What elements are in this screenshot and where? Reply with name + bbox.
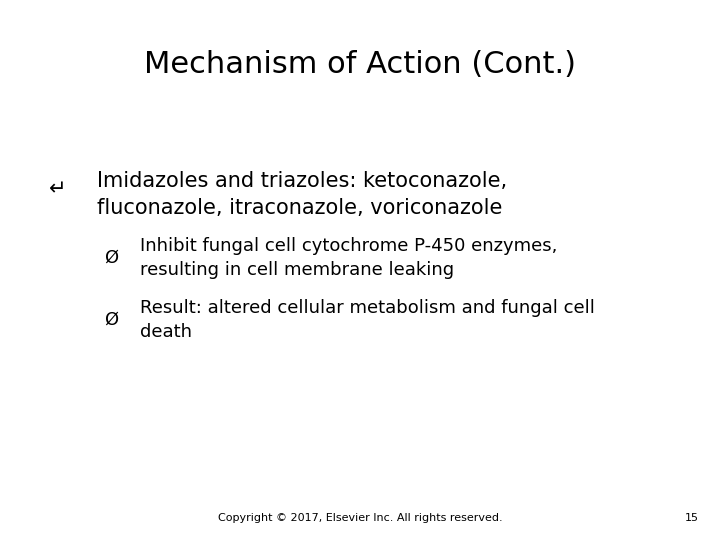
Text: resulting in cell membrane leaking: resulting in cell membrane leaking (140, 261, 454, 279)
Text: Copyright © 2017, Elsevier Inc. All rights reserved.: Copyright © 2017, Elsevier Inc. All righ… (217, 514, 503, 523)
Text: fluconazole, itraconazole, voriconazole: fluconazole, itraconazole, voriconazole (97, 198, 503, 218)
Text: 15: 15 (685, 514, 698, 523)
Text: Imidazoles and triazoles: ketoconazole,: Imidazoles and triazoles: ketoconazole, (97, 171, 508, 191)
Text: death: death (140, 323, 192, 341)
Text: ↵: ↵ (49, 179, 66, 199)
Text: Result: altered cellular metabolism and fungal cell: Result: altered cellular metabolism and … (140, 299, 595, 317)
Text: Ø: Ø (104, 311, 119, 329)
Text: Ø: Ø (104, 249, 119, 267)
Text: Inhibit fungal cell cytochrome P-450 enzymes,: Inhibit fungal cell cytochrome P-450 enz… (140, 237, 558, 255)
Text: Mechanism of Action (Cont.): Mechanism of Action (Cont.) (144, 50, 576, 79)
